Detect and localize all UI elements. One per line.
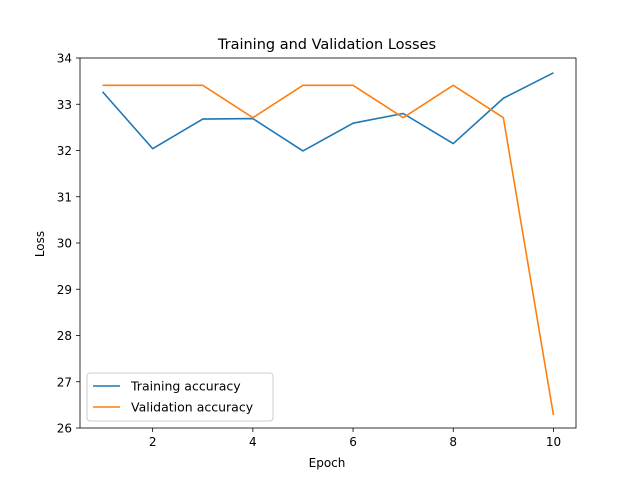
series-line-1 [101, 72, 554, 152]
legend-box [86, 372, 274, 422]
x-tick-label: 10 [546, 435, 561, 449]
y-tick-label: 26 [57, 422, 72, 436]
series-layer [101, 72, 555, 416]
y-tick-label: 27 [57, 375, 72, 389]
y-tick-label: 30 [57, 237, 72, 251]
x-axis-ticks: 2 4 6 8 10 [149, 428, 561, 449]
x-tick-label: 8 [449, 435, 457, 449]
chart-title: Training and Validation Losses [217, 37, 436, 53]
y-tick-label: 29 [57, 283, 72, 297]
y-axis-label: Loss [33, 231, 47, 257]
plot-frame [79, 57, 577, 429]
legend: Training accuracy Validation accuracy [86, 372, 274, 422]
y-tick-label: 34 [57, 52, 72, 66]
y-tick-label: 28 [57, 329, 72, 343]
y-tick-label: 33 [57, 98, 72, 112]
x-tick-label: 2 [149, 435, 157, 449]
x-tick-label: 6 [349, 435, 357, 449]
legend-label-2: Validation accuracy [131, 400, 254, 415]
series-line-2 [102, 84, 555, 416]
y-axis-ticks: 26 27 28 29 30 31 32 33 34 [57, 52, 80, 436]
legend-label-1: Training accuracy [130, 379, 241, 394]
y-tick-label: 31 [57, 190, 72, 204]
y-tick-label: 32 [57, 144, 72, 158]
x-tick-label: 4 [249, 435, 257, 449]
x-axis-label: Epoch [309, 456, 346, 470]
